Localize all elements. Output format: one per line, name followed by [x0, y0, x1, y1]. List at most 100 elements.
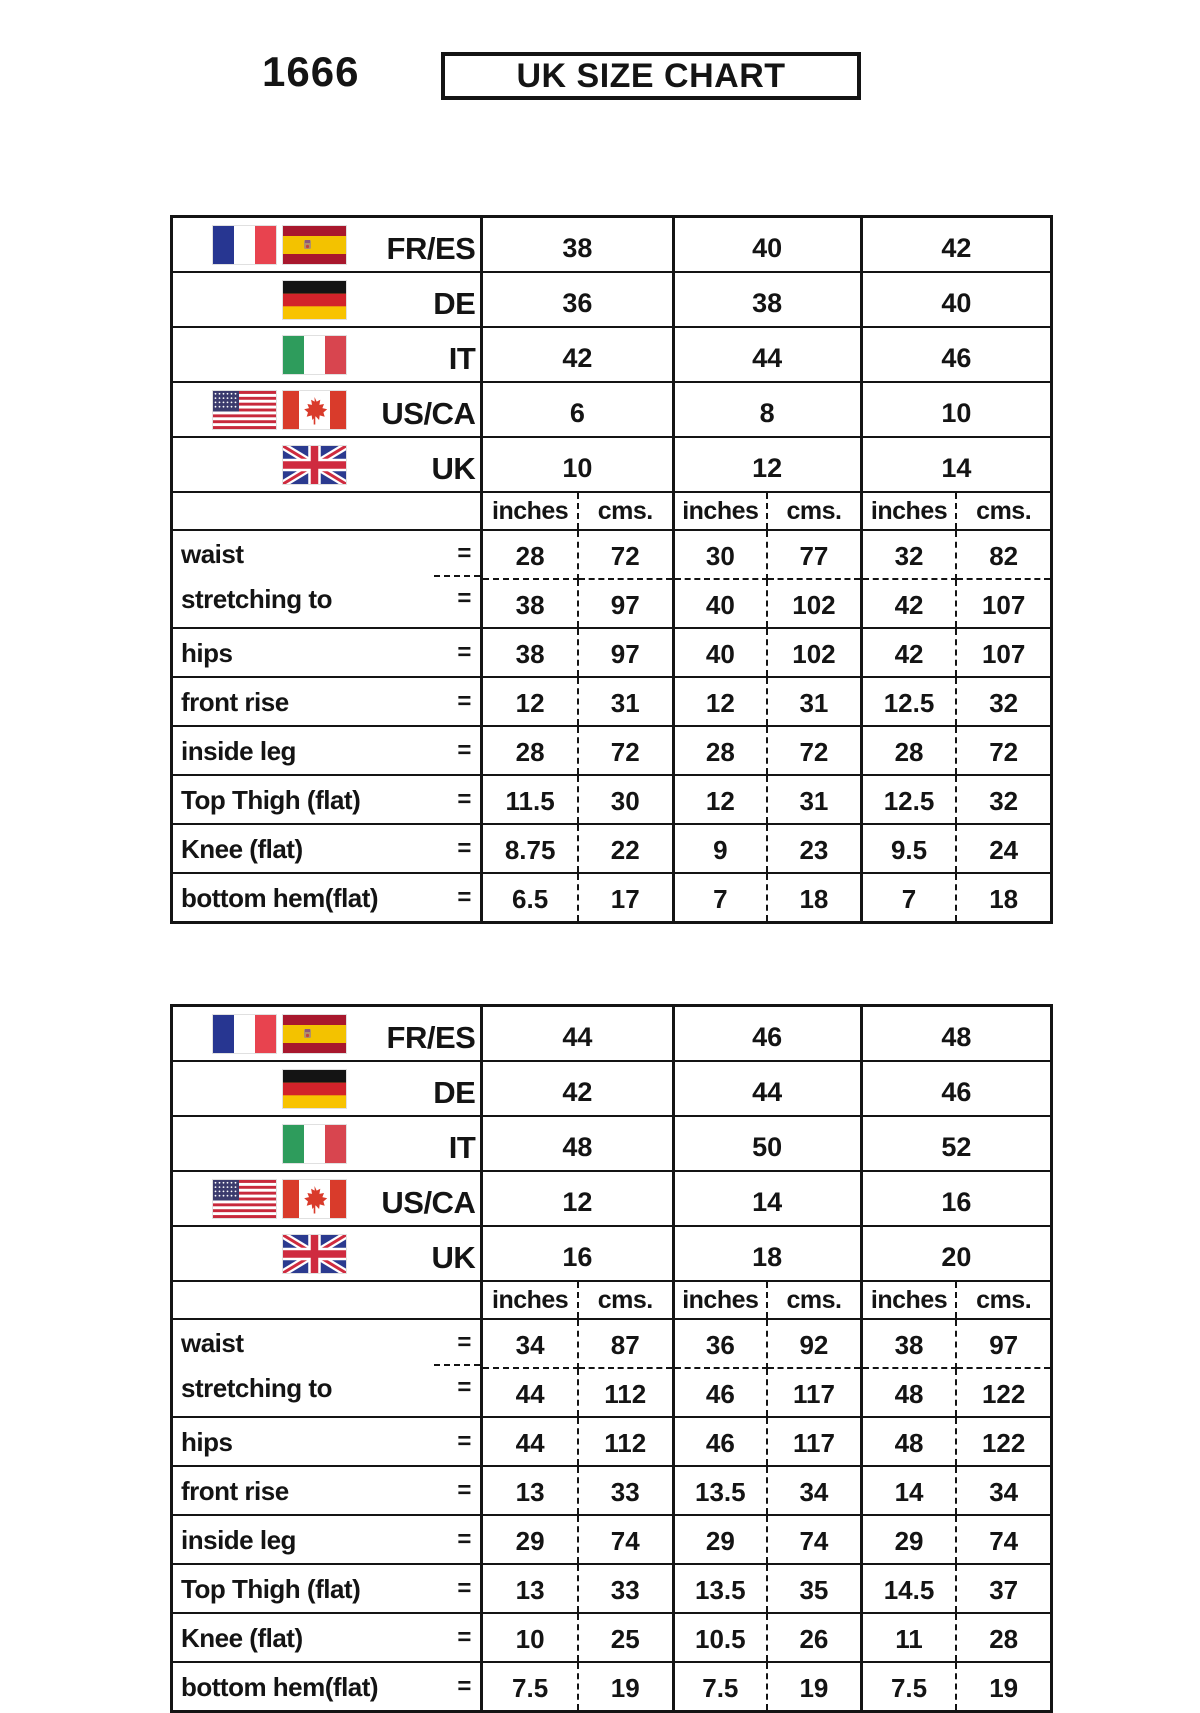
measurement-label: Top Thigh (flat): [181, 1573, 361, 1604]
size-value-cell: 20: [859, 1225, 1053, 1282]
unit-cms-header: cms.: [766, 1280, 863, 1320]
measurement-row: 38 97 40 102 42 107: [172, 578, 1053, 629]
size-value-cell: 12: [480, 1170, 675, 1227]
size-value-cell: 8: [671, 381, 863, 438]
measurement-value-cell: 18: [766, 872, 863, 924]
measurement-value-cell: 72: [955, 725, 1053, 776]
flag-usa-icon: [213, 390, 277, 429]
measurement-row: front rise = 13 33 13.5 34 14 34: [169, 1465, 1053, 1516]
equals-sign: =: [457, 1328, 472, 1356]
measurement-value-cell: 19: [955, 1661, 1053, 1713]
region-size-row: IT 48 50 52: [169, 1115, 1053, 1172]
measurement-value-cell: 102: [766, 578, 863, 629]
flag-usa-icon: [213, 1179, 277, 1218]
size-value-cell: 16: [859, 1170, 1053, 1227]
size-value-cell: 6: [480, 381, 675, 438]
flag-germany-icon: [283, 1069, 347, 1108]
units-empty-cell: [169, 491, 484, 531]
page-title: UK SIZE CHART: [516, 56, 786, 95]
measurement-value-cell: 32: [955, 676, 1053, 727]
measurement-value-cell: 10: [480, 1612, 579, 1663]
region-label-cell: IT: [169, 1115, 484, 1172]
unit-cms-header: cms.: [576, 491, 675, 531]
size-value-cell: 46: [671, 1004, 863, 1062]
region-code: FR/ES: [386, 230, 476, 266]
measurement-value-cell: 112: [576, 1367, 675, 1418]
size-value-cell: 46: [859, 1060, 1053, 1117]
region-code: IT: [448, 340, 476, 376]
unit-inches-header: inches: [671, 1280, 769, 1320]
equals-sign: =: [457, 1623, 472, 1651]
size-value-cell: 36: [480, 271, 675, 328]
measurement-value-cell: 9: [671, 823, 769, 874]
measurement-label: front rise: [181, 1475, 289, 1506]
measurement-value-cell: 9.5: [859, 823, 958, 874]
measurement-value-cell: 12.5: [859, 676, 958, 727]
measurement-value-cell: 19: [576, 1661, 675, 1713]
equals-sign: =: [457, 736, 472, 764]
measurement-value-cell: 11: [859, 1612, 958, 1663]
measurement-value-cell: 28: [859, 725, 958, 776]
size-table-2: FR/ES 44 46 48 DE 42 44 46 IT 48 50 52 US/CA 12 14 16 UK…: [169, 1004, 1053, 1713]
size-value-cell: 40: [671, 215, 863, 273]
units-row: inches cms. inches cms. inches cms.: [169, 491, 1053, 531]
measurement-value-cell: 12.5: [859, 774, 958, 825]
measurement-row: bottom hem(flat) = 7.5 19 7.5 19 7.5 19: [169, 1661, 1053, 1713]
region-label-cell: US/CA: [169, 381, 484, 438]
units-row: inches cms. inches cms. inches cms.: [169, 1280, 1053, 1320]
measurement-value-cell: 10.5: [671, 1612, 769, 1663]
measurement-value-cell: 42: [859, 627, 958, 678]
size-value-cell: 14: [671, 1170, 863, 1227]
region-code: DE: [433, 285, 476, 321]
flag-canada-icon: [283, 1179, 347, 1218]
size-value-cell: 44: [480, 1004, 675, 1062]
style-code: 1666: [262, 48, 360, 95]
measurement-value-cell: 107: [955, 627, 1053, 678]
measurement-value-cell: 28: [955, 1612, 1053, 1663]
partial-dashed-divider: [434, 1364, 479, 1366]
measurement-value-cell: 40: [671, 578, 769, 629]
region-label-cell: FR/ES: [169, 215, 484, 273]
measurement-row: front rise = 12 31 12 31 12.5 32: [169, 676, 1053, 727]
flag-france-icon: [213, 1014, 277, 1053]
measurement-value-cell: 13.5: [671, 1465, 769, 1516]
measurement-label: bottom hem(flat): [181, 882, 379, 913]
measurement-value-cell: 74: [766, 1514, 863, 1565]
size-value-cell: 46: [859, 326, 1053, 383]
measurement-value-cell: 29: [480, 1514, 579, 1565]
measurement-label: waist: [181, 1327, 244, 1358]
measurement-value-cell: 32: [955, 774, 1053, 825]
flag-italy-icon: [283, 335, 347, 374]
size-tables: FR/ES 38 40 42 DE 36 38 40 IT 42 44 46 US/CA 6 8 10 UK 10…: [169, 215, 1053, 1713]
size-value-cell: 42: [480, 326, 675, 383]
measurement-value-cell: 77: [766, 529, 863, 580]
region-code: IT: [448, 1129, 476, 1165]
measurement-value-cell: 17: [576, 872, 675, 924]
measurement-row: hips = 44 112 46 117 48 122: [169, 1416, 1053, 1467]
equals-sign: =: [457, 1427, 472, 1455]
region-label-cell: US/CA: [169, 1170, 484, 1227]
measurement-value-cell: 36: [671, 1318, 769, 1369]
flag-canada-icon: [283, 390, 347, 429]
measurement-value-cell: 34: [955, 1465, 1053, 1516]
measurement-value-cell: 74: [576, 1514, 675, 1565]
measurement-value-cell: 38: [480, 578, 579, 629]
measurement-label-cell: inside leg =: [169, 1514, 484, 1565]
measurement-label-cell: hips =: [169, 627, 484, 678]
measurement-value-cell: 7.5: [859, 1661, 958, 1713]
measurement-value-cell: 46: [671, 1367, 769, 1418]
size-value-cell: 10: [480, 436, 675, 493]
equals-sign: =: [457, 1373, 472, 1401]
measurement-value-cell: 14: [859, 1465, 958, 1516]
partial-dashed-divider: [434, 575, 479, 577]
measurement-value-cell: 112: [576, 1416, 675, 1467]
measurement-value-cell: 46: [671, 1416, 769, 1467]
measurement-label-cell: inside leg =: [169, 725, 484, 776]
measurement-value-cell: 72: [766, 725, 863, 776]
measurement-value-cell: 97: [576, 627, 675, 678]
region-code: US/CA: [381, 1184, 476, 1220]
measurement-value-cell: 40: [671, 627, 769, 678]
measurement-value-cell: 48: [859, 1416, 958, 1467]
measurement-label: Knee (flat): [181, 1622, 303, 1653]
measurement-value-cell: 28: [480, 725, 579, 776]
